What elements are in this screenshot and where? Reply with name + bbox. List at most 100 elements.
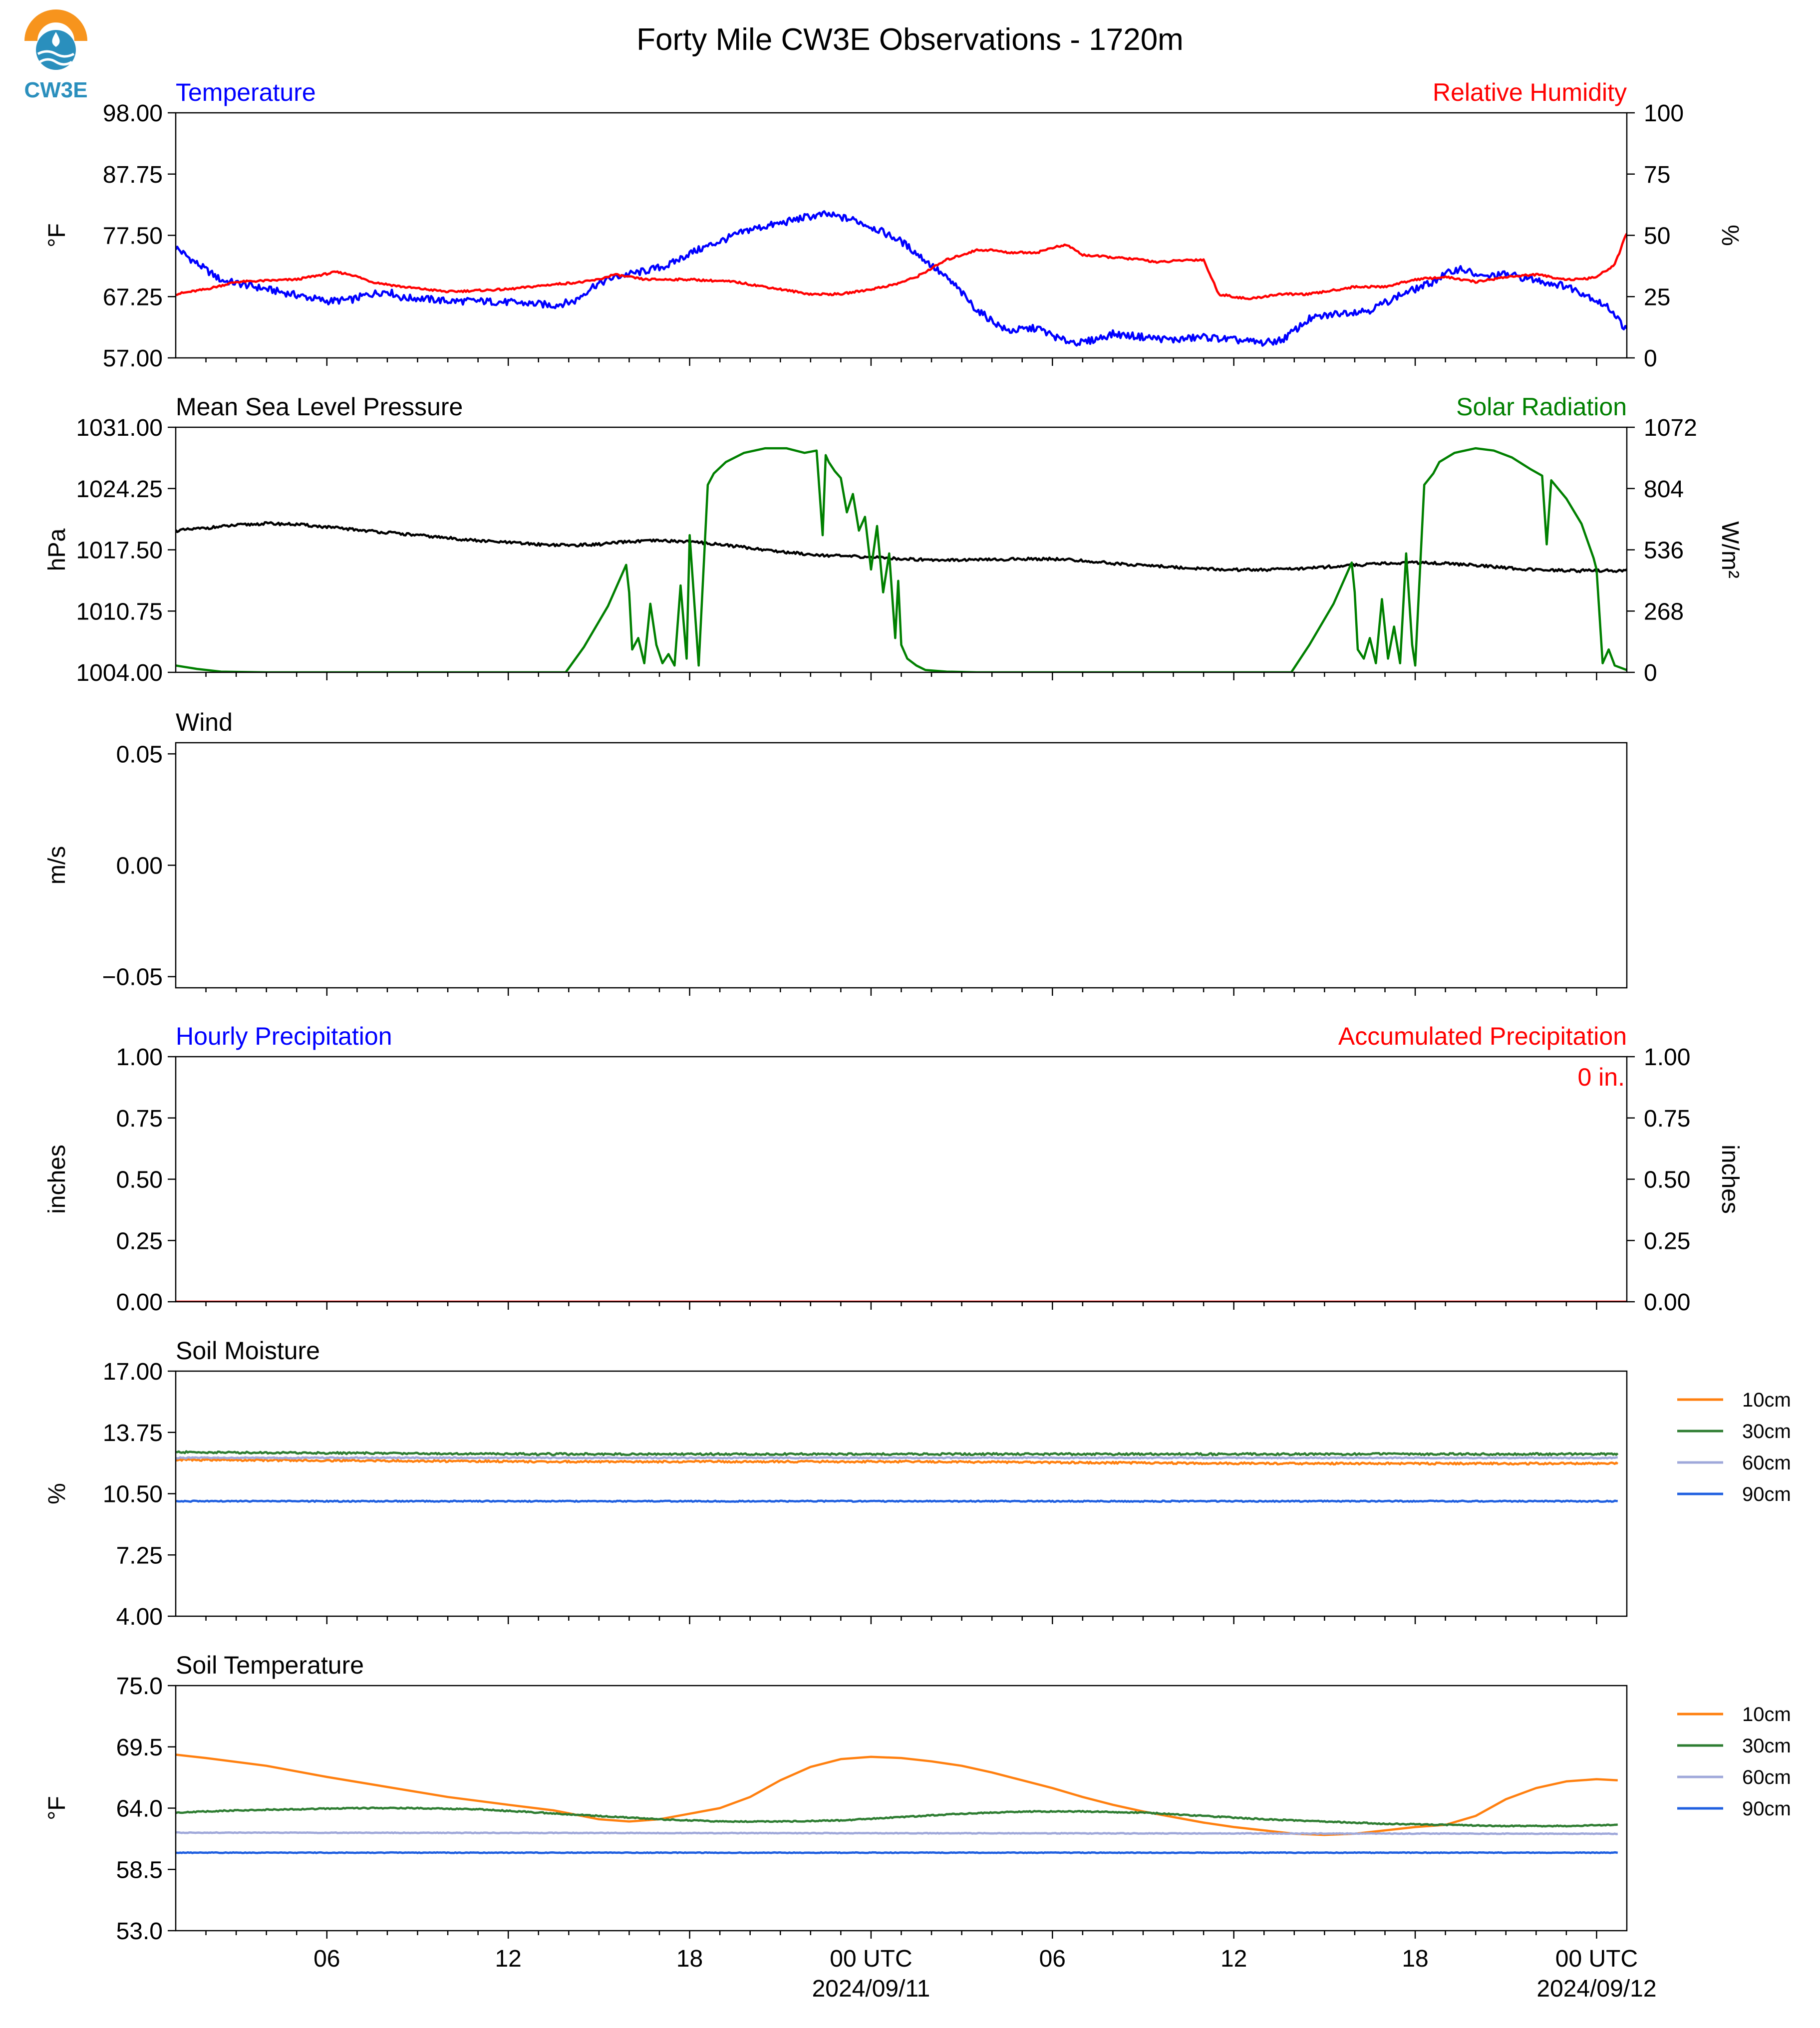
series-line-soilmoist-60cm bbox=[176, 1456, 1618, 1460]
logo-drop-icon bbox=[52, 32, 60, 47]
ytick-label-precip: 0.25 bbox=[116, 1228, 163, 1254]
xtick-label: 18 bbox=[1402, 1946, 1428, 1972]
ytick-label-soiltemp: 64.0 bbox=[116, 1796, 163, 1822]
ytick-label-temp: 57.00 bbox=[103, 345, 163, 372]
xtick-label: 12 bbox=[1220, 1946, 1247, 1972]
y2label-precip: inches bbox=[1717, 1145, 1743, 1214]
ytick-label-temp: 87.75 bbox=[103, 162, 163, 188]
ylabel-pressure: hPa bbox=[44, 528, 70, 571]
series-line-temp-right bbox=[176, 233, 1627, 300]
panel-title-soiltemp: Soil Temperature bbox=[176, 1651, 364, 1679]
y2label-temp: % bbox=[1717, 225, 1743, 246]
y2tick-label-pressure: 804 bbox=[1644, 476, 1684, 503]
xtick-label: 00 UTC bbox=[1555, 1946, 1638, 1972]
panel-title-pressure: Mean Sea Level Pressure bbox=[176, 393, 463, 421]
ytick-label-precip: 0.75 bbox=[116, 1106, 163, 1132]
xtick-label: 06 bbox=[313, 1946, 340, 1972]
ytick-label-soilmoist: 10.50 bbox=[103, 1481, 163, 1508]
ytick-label-pressure: 1024.25 bbox=[76, 476, 163, 503]
y2tick-label-temp: 25 bbox=[1644, 284, 1670, 310]
ylabel-soiltemp: °F bbox=[44, 1796, 70, 1820]
ylabel-precip: inches bbox=[44, 1145, 70, 1214]
panel-right-title-temp: Relative Humidity bbox=[1433, 78, 1627, 106]
panel-precip: Hourly Precipitation Accumulated Precipit… bbox=[44, 1022, 1743, 1316]
logo-sun-arc bbox=[24, 9, 87, 41]
ylabel-temp: °F bbox=[44, 223, 70, 248]
logo-text: CW3E bbox=[24, 78, 87, 102]
ytick-label-soilmoist: 4.00 bbox=[116, 1604, 163, 1630]
ytick-label-pressure: 1031.00 bbox=[76, 415, 163, 441]
ytick-label-soiltemp: 58.5 bbox=[116, 1857, 163, 1883]
ytick-label-soilmoist: 13.75 bbox=[103, 1420, 163, 1447]
ytick-label-pressure: 1017.50 bbox=[76, 538, 163, 564]
panel-title-wind: Wind bbox=[176, 708, 233, 736]
panel-right-title-precip: Accumulated Precipitation bbox=[1338, 1022, 1627, 1050]
series-line-soilmoist-30cm bbox=[176, 1450, 1619, 1456]
series-line-soiltemp-30cm bbox=[176, 1806, 1618, 1828]
ytick-label-precip: 0.00 bbox=[116, 1289, 163, 1316]
series-group-pressure bbox=[176, 447, 1627, 672]
xtick-date-label: 2024/09/11 bbox=[812, 1976, 930, 2002]
ytick-label-wind: 0.00 bbox=[116, 853, 163, 879]
series-line-pressure-left bbox=[176, 521, 1627, 574]
series-line-soiltemp-90cm bbox=[176, 1851, 1618, 1854]
y2tick-label-pressure: 1072 bbox=[1644, 415, 1697, 441]
ytick-label-soiltemp: 69.5 bbox=[116, 1735, 163, 1761]
y2tick-label-precip: 0.25 bbox=[1644, 1228, 1690, 1254]
y2tick-label-pressure: 536 bbox=[1644, 538, 1684, 564]
legend-label-soilmoist: 60cm bbox=[1742, 1452, 1791, 1474]
ytick-label-soiltemp: 75.0 bbox=[116, 1673, 163, 1700]
ytick-label-temp: 67.25 bbox=[103, 284, 163, 310]
legend-label-soiltemp: 90cm bbox=[1742, 1798, 1791, 1820]
series-line-soiltemp-60cm bbox=[176, 1831, 1618, 1835]
panel-soiltemp: Soil Temperature 53.0 58.5 64.0 69.5 75.0 °F 10… bbox=[44, 1651, 1791, 1945]
y2tick-label-precip: 0.00 bbox=[1644, 1289, 1690, 1316]
ylabel-wind: m/s bbox=[44, 846, 70, 884]
series-line-soilmoist-10cm bbox=[176, 1457, 1619, 1466]
y2tick-label-temp: 50 bbox=[1644, 223, 1670, 250]
xtick-label: 00 UTC bbox=[830, 1946, 912, 1972]
y2label-pressure: W/m² bbox=[1717, 521, 1743, 579]
legend-label-soilmoist: 10cm bbox=[1742, 1389, 1791, 1411]
y2tick-label-temp: 100 bbox=[1644, 100, 1684, 127]
ytick-label-soilmoist: 17.00 bbox=[103, 1359, 163, 1385]
panel-title-precip: Hourly Precipitation bbox=[176, 1022, 392, 1050]
ytick-label-temp: 77.50 bbox=[103, 223, 163, 250]
panel-wind: Wind −0.05 0.00 0.05 m/s bbox=[44, 708, 1628, 996]
panel-soilmoist: Soil Moisture 4.00 7.25 10.50 13.75 17.00% 10c… bbox=[44, 1337, 1791, 1630]
ytick-label-soiltemp: 53.0 bbox=[116, 1918, 163, 1945]
ytick-label-pressure: 1004.00 bbox=[76, 660, 163, 686]
xtick-label: 18 bbox=[676, 1946, 703, 1972]
series-line-soilmoist-90cm bbox=[176, 1499, 1618, 1503]
ylabel-soilmoist: % bbox=[44, 1483, 70, 1504]
series-group-soilmoist bbox=[176, 1450, 1619, 1503]
figure-title: Forty Mile CW3E Observations - 1720m bbox=[636, 22, 1184, 57]
ytick-label-precip: 1.00 bbox=[116, 1044, 163, 1071]
y2tick-label-pressure: 268 bbox=[1644, 598, 1684, 625]
panel-pressure: Mean Sea Level Pressure Solar Radiation 10… bbox=[44, 393, 1743, 686]
ytick-label-soilmoist: 7.25 bbox=[116, 1542, 163, 1569]
series-line-soiltemp-10cm bbox=[176, 1753, 1618, 1836]
panel-title-soilmoist: Soil Moisture bbox=[176, 1337, 320, 1365]
legend-label-soiltemp: 60cm bbox=[1742, 1766, 1791, 1788]
y2tick-label-precip: 0.75 bbox=[1644, 1106, 1690, 1132]
panels: Temperature Relative Humidity 57.00 67.25 77… bbox=[44, 78, 1791, 2002]
annotation-precip: 0 in. bbox=[1577, 1063, 1625, 1091]
legend-label-soilmoist: 30cm bbox=[1742, 1421, 1791, 1443]
series-group-soiltemp bbox=[176, 1753, 1618, 1854]
ytick-label-pressure: 1010.75 bbox=[76, 598, 163, 625]
logo-waves bbox=[37, 50, 75, 66]
series-line-pressure-right bbox=[176, 447, 1627, 672]
ytick-label-wind: −0.05 bbox=[102, 964, 163, 991]
ytick-label-wind: 0.05 bbox=[116, 741, 163, 768]
panel-temp: Temperature Relative Humidity 57.00 67.25 77… bbox=[44, 78, 1743, 372]
panel-right-title-pressure: Solar Radiation bbox=[1456, 393, 1627, 421]
ytick-label-temp: 98.00 bbox=[103, 100, 163, 127]
legend-label-soilmoist: 90cm bbox=[1742, 1483, 1791, 1505]
xtick-label: 12 bbox=[495, 1946, 521, 1972]
series-group-temp bbox=[176, 210, 1627, 347]
ytick-label-precip: 0.50 bbox=[116, 1167, 163, 1193]
legend-label-soiltemp: 10cm bbox=[1742, 1704, 1791, 1726]
series-line-temp-left bbox=[176, 210, 1627, 347]
